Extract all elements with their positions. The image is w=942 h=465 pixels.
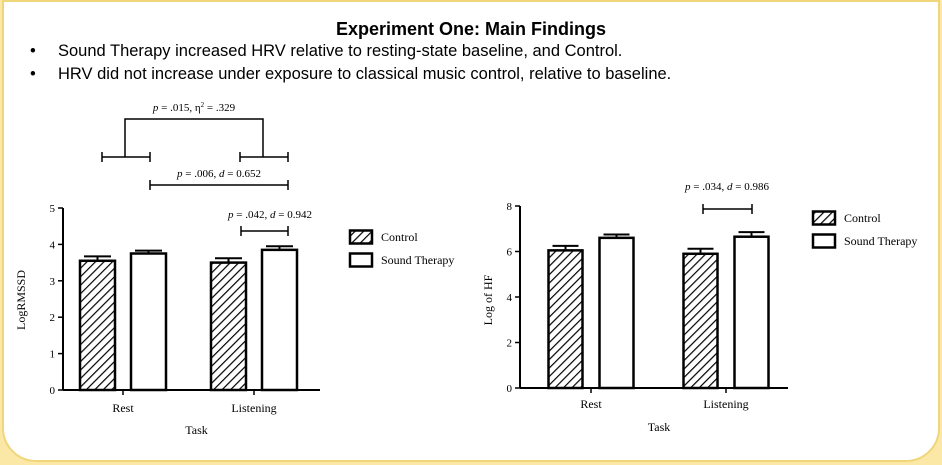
- legend-swatch: [348, 229, 374, 245]
- y-tick-label: 8: [507, 201, 513, 213]
- bullet-marker: •: [30, 42, 36, 60]
- slide-title: Experiment One: Main Findings: [335, 19, 607, 39]
- x-tick-label: Listening: [231, 401, 276, 415]
- x-axis-title: Task: [648, 420, 671, 434]
- significance-label: p = .042, d = 0.942: [227, 209, 312, 221]
- legend-label: Sound Therapy: [381, 253, 454, 267]
- legend-swatch: [348, 252, 374, 268]
- x-axis-title: Task: [185, 423, 208, 437]
- y-tick-label: 2: [50, 312, 56, 324]
- y-tick-label: 2: [507, 338, 513, 350]
- bar-sound-therapy-rest: [129, 252, 168, 392]
- bullet-text: Sound Therapy increased HRV relative to …: [58, 42, 623, 60]
- y-tick-label: 0: [50, 385, 56, 397]
- legend-label: Control: [844, 211, 881, 225]
- bar-control-listening: [682, 252, 719, 390]
- y-tick-label: 4: [50, 239, 56, 251]
- significance-label: p = .015, η2 = .329: [152, 101, 236, 114]
- bullet-point-2: • HRV did not increase under exposure to …: [30, 65, 671, 84]
- significance-bracket: [124, 118, 264, 157]
- x-tick-label: Rest: [580, 397, 602, 411]
- significance-label: p = .034, d = 0.986: [684, 181, 769, 193]
- bar-control-rest: [547, 249, 584, 390]
- y-axis-title: LogRMSSD: [14, 270, 28, 330]
- y-tick-label: 5: [50, 203, 56, 215]
- bar-sound-therapy-listening: [260, 248, 299, 392]
- x-tick-label: Rest: [112, 401, 134, 415]
- x-tick-label: Listening: [703, 397, 748, 411]
- bullet-text: HRV did not increase under exposure to c…: [58, 65, 672, 83]
- significance-label: p = .006, d = 0.652: [176, 168, 261, 180]
- y-tick-label: 1: [50, 349, 56, 361]
- bar-control-listening: [209, 261, 248, 392]
- bullet-marker: •: [30, 65, 36, 83]
- legend-label: Sound Therapy: [844, 234, 917, 248]
- bar-sound-therapy-listening: [733, 235, 770, 390]
- y-axis-title: Log of HF: [481, 274, 495, 325]
- legend-swatch: [811, 233, 837, 249]
- legend-swatch: [811, 210, 837, 226]
- legend-label: Control: [381, 230, 418, 244]
- y-tick-label: 4: [507, 292, 513, 304]
- bullet-point-1: • Sound Therapy increased HRV relative to…: [30, 42, 622, 61]
- bar-control-rest: [78, 259, 117, 392]
- y-tick-label: 3: [50, 276, 56, 288]
- y-tick-label: 6: [507, 247, 513, 259]
- bar-sound-therapy-rest: [598, 236, 635, 390]
- y-tick-label: 0: [507, 383, 513, 395]
